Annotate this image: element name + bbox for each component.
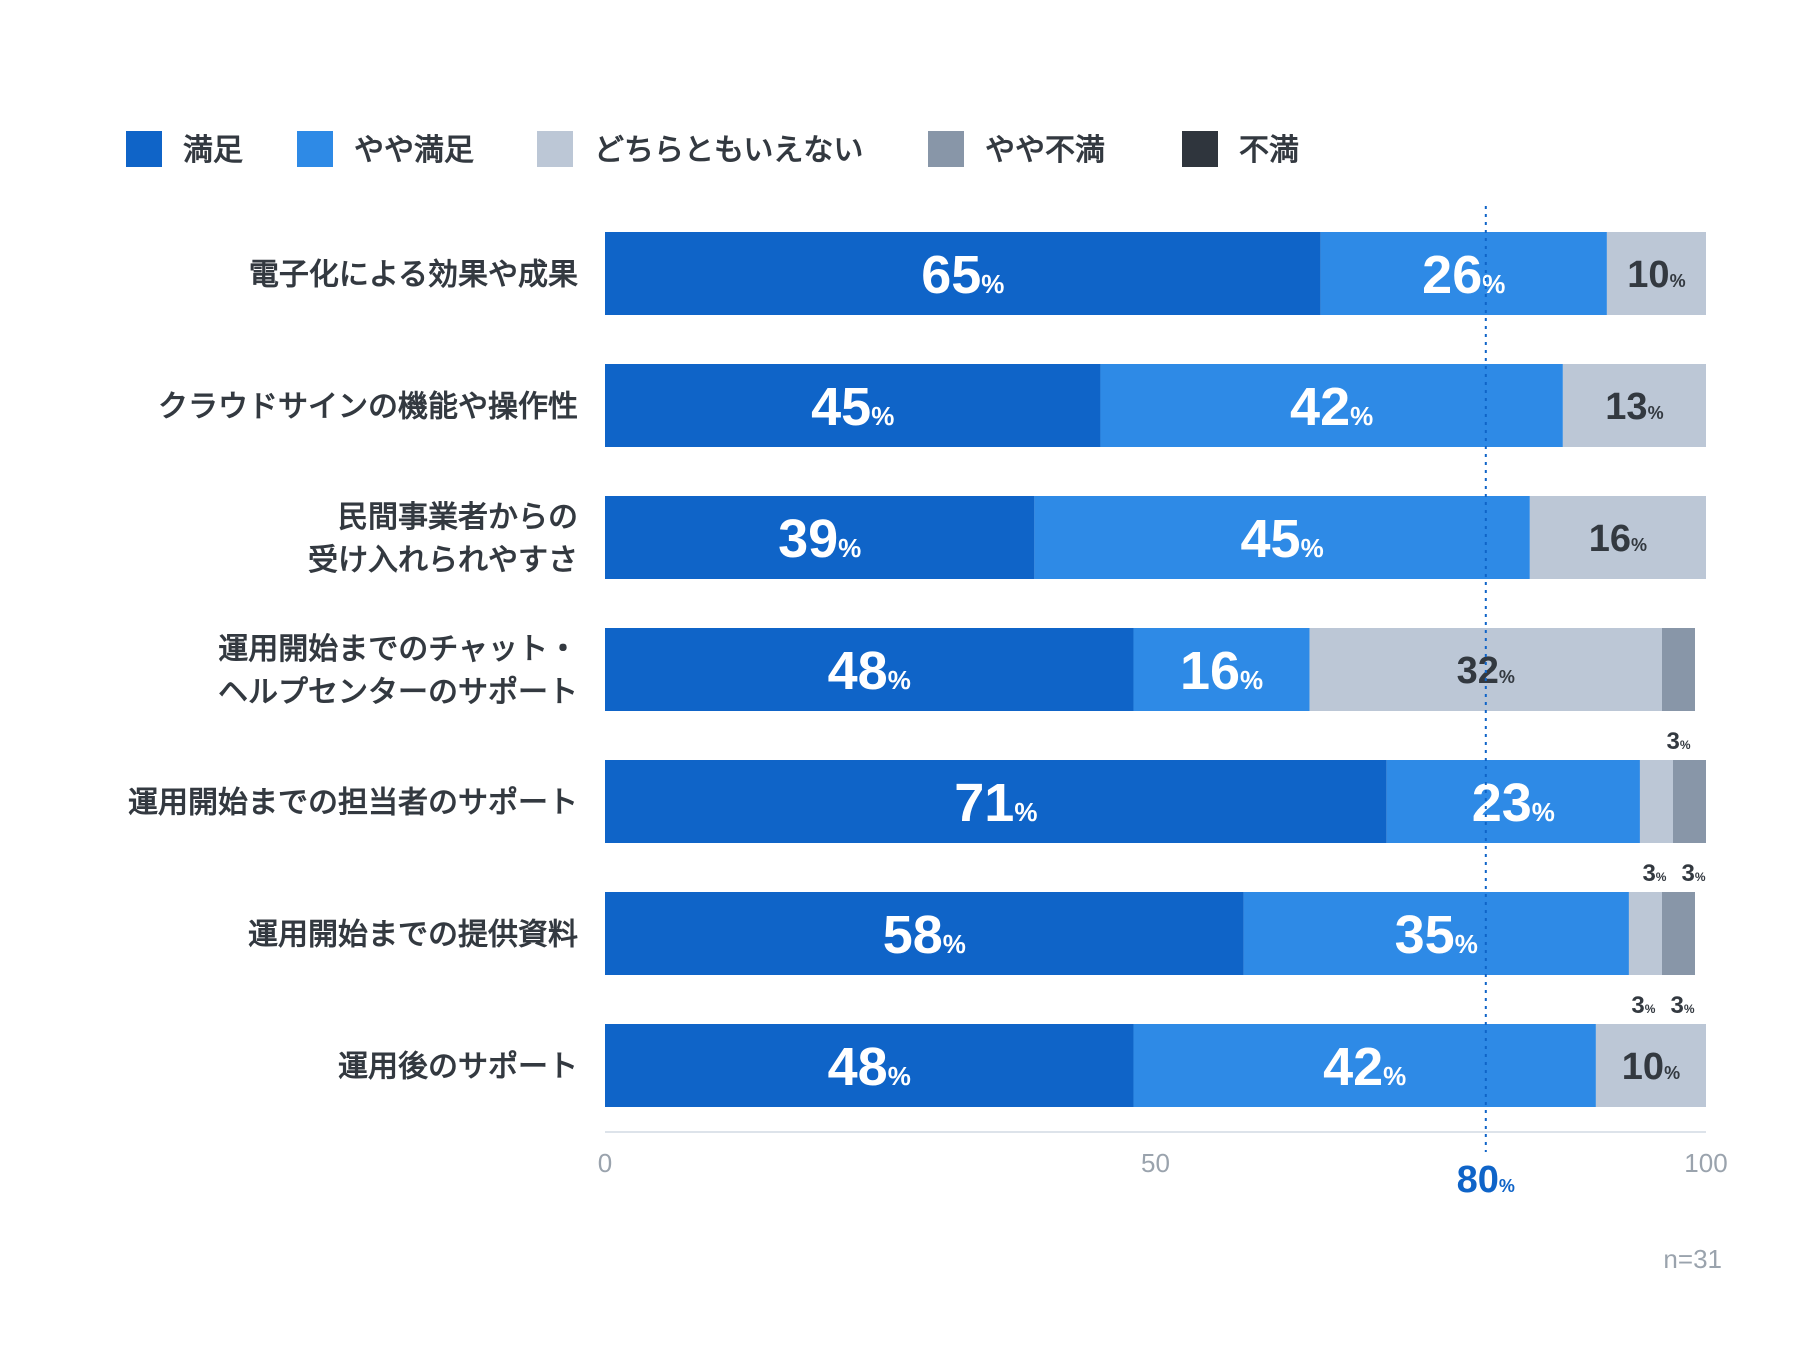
legend-swatch — [928, 131, 964, 167]
bar-segment — [1562, 364, 1706, 447]
bar-row: 運用開始までの提供資料 58% 35% 3% 3% — [248, 892, 1695, 1019]
category-label: 運用開始までの担当者のサポート — [128, 786, 578, 821]
bar-segment — [1672, 760, 1706, 843]
bar-row: 運用開始までの担当者のサポート 71% 23% 3% 3% — [128, 760, 1706, 887]
category-label: クラウドサインの機能や操作性 — [158, 390, 578, 425]
legend-swatch — [126, 131, 162, 167]
category-label: 受け入れられやすさ — [308, 543, 578, 578]
category-label: 電子化による効果や成果 — [249, 258, 578, 293]
sample-size-note: n=31 — [1663, 1244, 1722, 1274]
legend-swatch — [537, 131, 573, 167]
data-label: 10% — [1622, 1046, 1680, 1088]
x-tick-label: 50 — [1141, 1148, 1170, 1178]
reference-line-label: 80% — [1457, 1159, 1515, 1201]
bar-segment — [605, 496, 1035, 579]
bar-segment — [605, 892, 1244, 975]
bar-segment — [605, 1024, 1134, 1107]
bar-segment — [1133, 1024, 1596, 1107]
x-axis-ticks: 0 50 100 — [598, 1148, 1728, 1178]
category-label: 運用後のサポート — [338, 1050, 578, 1085]
bar-segment — [1320, 232, 1607, 315]
category-label: 運用開始までのチャット・ — [218, 632, 578, 667]
x-tick-label: 0 — [598, 1148, 612, 1178]
bar-segment — [1243, 892, 1629, 975]
legend-label: 満足 — [183, 133, 243, 168]
bar-segment — [1628, 892, 1662, 975]
bar-segment — [605, 364, 1101, 447]
bar-segment — [1386, 760, 1640, 843]
bar-segment — [1595, 1024, 1706, 1107]
data-label: 48% — [828, 641, 911, 701]
bar-segment — [1100, 364, 1563, 447]
data-label: 16% — [1589, 518, 1647, 560]
bar-segment — [1034, 496, 1530, 579]
data-label: 45% — [1241, 509, 1324, 569]
data-label: 35% — [1395, 905, 1478, 965]
data-label: 71% — [954, 773, 1037, 833]
data-label: 42% — [1323, 1037, 1406, 1097]
legend-swatch — [1182, 131, 1218, 167]
data-label-small: 3% — [1642, 860, 1666, 887]
data-label: 16% — [1180, 641, 1263, 701]
reference-line-group: 80% — [1457, 206, 1515, 1201]
data-label: 48% — [828, 1037, 911, 1097]
bar-segment — [1529, 496, 1706, 579]
data-label: 58% — [883, 905, 966, 965]
bar-segment — [1133, 628, 1310, 711]
data-label: 13% — [1605, 386, 1663, 428]
chart-rows: 電子化による効果や成果 65% 26% 10% クラウドサインの機能や操作性 45% 42%… — [128, 232, 1706, 1107]
bar-segment — [1661, 892, 1695, 975]
legend: 満足 やや満足 どちらともいえない やや不満 不満 — [126, 131, 1299, 168]
category-label: 運用開始までの提供資料 — [248, 918, 578, 953]
data-label-small: 3% — [1631, 992, 1655, 1019]
bar-segment — [605, 628, 1134, 711]
data-label: 45% — [811, 377, 894, 437]
data-label: 26% — [1422, 245, 1505, 305]
bar-segment — [1606, 232, 1706, 315]
data-label-small: 3% — [1670, 992, 1694, 1019]
legend-label: 不満 — [1239, 133, 1299, 168]
bar-row: クラウドサインの機能や操作性 45% 42% 13% — [158, 364, 1706, 447]
category-label: 民間事業者からの — [338, 500, 578, 535]
legend-label: やや不満 — [985, 133, 1105, 168]
bar-segment — [1309, 628, 1662, 711]
legend-label: やや満足 — [354, 133, 474, 168]
data-label: 42% — [1290, 377, 1373, 437]
data-label: 39% — [778, 509, 861, 569]
data-label-small: 3% — [1681, 860, 1705, 887]
data-label: 23% — [1472, 773, 1555, 833]
bar-row: 電子化による効果や成果 65% 26% 10% — [249, 232, 1706, 315]
legend-label: どちらともいえない — [594, 133, 863, 168]
data-label: 65% — [921, 245, 1004, 305]
bar-segment — [605, 760, 1387, 843]
category-label: ヘルプセンターのサポート — [218, 675, 578, 710]
bar-row: 運用開始までのチャット・ヘルプセンターのサポート 48% 16% 32% 3% — [218, 628, 1695, 755]
x-tick-label: 100 — [1684, 1148, 1727, 1178]
data-label: 10% — [1627, 254, 1685, 296]
legend-swatch — [297, 131, 333, 167]
data-label-small: 3% — [1666, 728, 1690, 755]
bar-segment — [1661, 628, 1695, 711]
bar-segment — [1639, 760, 1673, 843]
bar-segment — [605, 232, 1321, 315]
data-label: 32% — [1457, 650, 1515, 692]
bar-row: 運用後のサポート 48% 42% 10% — [338, 1024, 1706, 1107]
